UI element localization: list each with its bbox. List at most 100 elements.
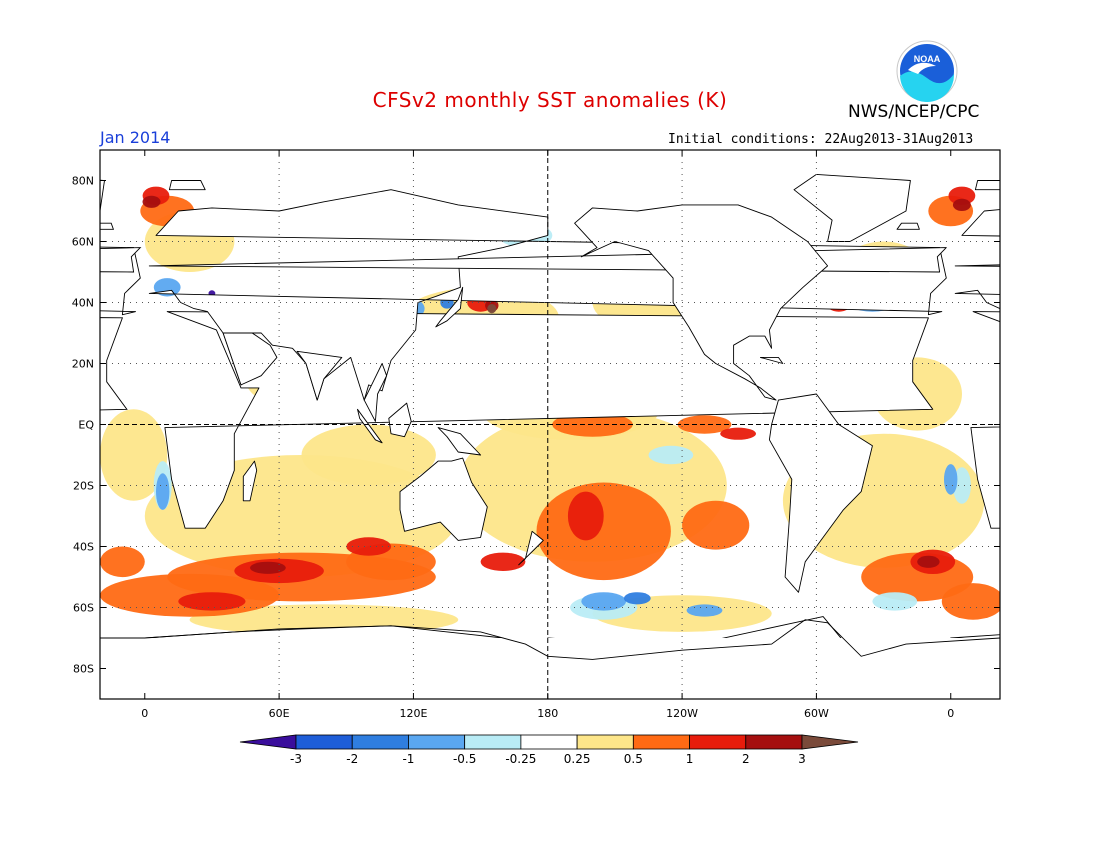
land-madagascar	[242, 460, 258, 502]
anomaly-patch	[944, 464, 958, 495]
colorbar-label: -0.25	[505, 752, 536, 766]
land-australia	[399, 457, 488, 541]
agency-label: NWS/NCEP/CPC	[848, 102, 980, 122]
land-india-patch	[296, 350, 343, 401]
anomaly-patch	[156, 473, 170, 510]
colorbar-bin	[351, 734, 409, 750]
colorbar-label: -2	[346, 752, 358, 766]
lon-tick-label: 120E	[399, 707, 427, 720]
colorbar-label: 0.5	[624, 752, 643, 766]
colorbar-bin	[464, 734, 522, 750]
forecast-month-label: Jan 2014	[100, 128, 171, 147]
anomaly-patch	[250, 561, 286, 574]
land-south-america	[768, 393, 873, 593]
anomaly-patch	[536, 482, 671, 581]
land-sumatra	[357, 408, 383, 444]
land-africa-wrap	[100, 317, 128, 411]
colorbar-label: 1	[686, 752, 694, 766]
land-south-america-wrap	[0, 394, 66, 592]
colorbar-label: 2	[742, 752, 750, 766]
anomaly-patch	[100, 546, 145, 578]
lat-tick-label: 60S	[73, 602, 94, 615]
lon-tick-label: 180	[537, 707, 558, 720]
lon-tick-label: 0	[947, 707, 954, 720]
land-se-asia	[363, 363, 388, 422]
anomaly-patch	[948, 186, 976, 205]
land-greenland	[793, 173, 911, 242]
anomaly-patch	[623, 592, 651, 605]
land-eurasia-wrap	[100, 246, 141, 316]
anomaly-patch	[720, 427, 756, 440]
lon-tick-label: 60E	[269, 707, 290, 720]
colorbar: -3 -2 -1 -0.5 -0.25 0.25 0.5 1 2 3	[239, 734, 859, 766]
initial-conditions-label: Initial conditions: 22Aug2013-31Aug2013	[668, 132, 974, 147]
anomaly-patch	[480, 552, 526, 571]
anomaly-patch	[941, 583, 1000, 620]
land-japan	[435, 286, 464, 328]
land-madagascar	[1049, 461, 1062, 501]
lat-tick-label: 80N	[72, 175, 94, 188]
anomaly-patch	[581, 592, 627, 611]
lon-tick-label: 120W	[666, 707, 698, 720]
graticule	[100, 150, 1000, 699]
lon-tick-label: 0	[141, 707, 148, 720]
noaa-logo-text: NOAA	[914, 54, 941, 64]
anomaly-patch	[686, 604, 723, 617]
anomaly-patch	[648, 445, 694, 465]
lat-tick-label: 40S	[73, 541, 94, 554]
colorbar-label: -3	[290, 752, 302, 766]
land-new-guinea	[437, 427, 482, 456]
lon-tick-label: 60W	[804, 707, 829, 720]
land-greenland-wrap	[100, 179, 106, 212]
land-antarctica-band	[100, 638, 1000, 699]
land-uk	[954, 264, 1000, 267]
land-uk-wrap	[100, 247, 142, 273]
land-nz	[518, 530, 544, 566]
axis-ticks: 80N 60N 40N 20N EQ 20S 40S 60S 80S 0 60E 120E 180 120…	[72, 150, 1000, 720]
anomaly-patch	[567, 491, 604, 541]
colorbar-bin	[295, 734, 353, 750]
anomaly-patch	[301, 424, 436, 486]
colorbar-label: 0.25	[564, 752, 591, 766]
lat-tick-label: 40N	[72, 297, 94, 310]
land-antarctica-wrap	[0, 617, 55, 699]
anomaly-patch	[592, 595, 772, 632]
map-title: CFSv2 monthly SST anomalies (K)	[372, 88, 728, 112]
noaa-logo: NOAA	[896, 40, 958, 102]
colorbar-label: -0.5	[453, 752, 476, 766]
anomaly-patch	[952, 198, 971, 211]
colorbar-bin	[689, 734, 747, 750]
land-arabia	[222, 332, 278, 386]
anomaly-patch	[487, 304, 497, 314]
colorbar-label: -1	[402, 752, 414, 766]
land-arabia	[1029, 333, 1083, 385]
anomaly-patch	[142, 195, 161, 208]
anomaly-patch	[682, 500, 750, 550]
colorbar-label: 3	[798, 752, 806, 766]
anomaly-patch	[872, 592, 918, 611]
land-africa	[970, 311, 1000, 529]
anomaly-patch	[178, 592, 246, 611]
land-north-america	[574, 204, 829, 401]
land-iceland	[896, 222, 920, 230]
lat-tick-label: 20S	[73, 480, 94, 493]
land-north-america-wrap	[0, 205, 22, 400]
lat-tick-label: 60N	[72, 236, 94, 249]
land-svalbard	[974, 180, 1000, 191]
anomaly-patch	[346, 537, 392, 556]
land-iceland-wrap	[100, 222, 115, 230]
land-eurasia	[954, 209, 1000, 310]
anomaly-patch	[100, 409, 168, 501]
land-cuba	[759, 356, 784, 364]
lat-tick-label: EQ	[78, 419, 94, 432]
anomaly-patch	[952, 467, 971, 504]
colorbar-low-extend	[239, 734, 297, 750]
land-antarctica-coast	[100, 619, 1000, 660]
colorbar-bin	[408, 734, 466, 750]
colorbar-high-extend	[801, 734, 859, 750]
colorbar-bin	[576, 734, 634, 750]
land-svalbard	[168, 180, 206, 191]
colorbar-bin	[632, 734, 690, 750]
lat-tick-label: 80S	[73, 663, 94, 676]
